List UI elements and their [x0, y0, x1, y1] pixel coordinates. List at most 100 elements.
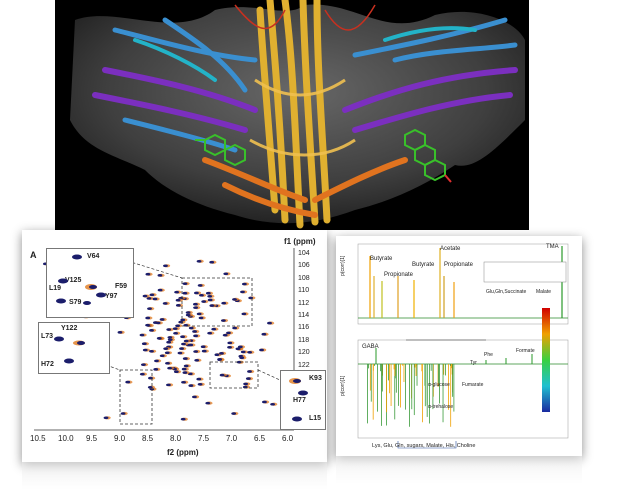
- label-fumarate: Fumarate: [462, 382, 484, 388]
- x-tick-label: 6.0: [282, 434, 294, 443]
- peak-label: Y122: [61, 325, 78, 332]
- inset-right: K93 H77 L15: [280, 370, 326, 430]
- spectrum-peak: [209, 304, 215, 307]
- spectrum-peak: [155, 321, 161, 325]
- spectrum-peak: [157, 274, 163, 277]
- spectrum-peak: [201, 300, 207, 303]
- ligand-left: [195, 133, 246, 167]
- peak-label: Y97: [105, 293, 118, 300]
- spectrum-peak: [201, 349, 207, 353]
- bottom-caption: Lys, Glu, Gln, sugars, Malate, His, Chol…: [372, 443, 476, 449]
- peak-label: L15: [309, 415, 322, 422]
- y-tick-label: 120: [298, 349, 310, 357]
- spectrum-peak: [207, 294, 213, 298]
- spectrum-peak: [181, 342, 186, 346]
- spectrum-peak: [167, 336, 173, 339]
- central-beta-strands: [256, 0, 331, 229]
- hsqc-spectrum-panel: A f1 (ppm) f2 (ppm) 10.5 10.0 9.5 9.0 8.5 8.0…: [22, 230, 327, 462]
- spectrum-peak: [173, 331, 178, 335]
- x-tick-label: 10.5: [30, 434, 46, 443]
- x-tick-label: 10.0: [58, 434, 74, 443]
- spectrum-peak: [125, 380, 131, 384]
- label-phe: Phe: [484, 352, 493, 358]
- peak-label: V64: [87, 253, 100, 260]
- spectrum-peak: [153, 368, 159, 371]
- spectrum-peak: [196, 312, 202, 316]
- x-axis-label: f2 (ppm): [167, 448, 199, 457]
- spectrum-peak: [156, 336, 162, 340]
- spectrum-peak: [247, 370, 252, 373]
- zoom-box-right: [209, 361, 259, 389]
- spectrum-peak: [183, 364, 189, 368]
- y-tick-label: 106: [298, 262, 310, 270]
- spectrum-peak: [157, 288, 163, 292]
- zoom-box-middle: [119, 369, 153, 425]
- spectrum-peak: [188, 326, 194, 330]
- peak-label: S79: [69, 299, 82, 306]
- label-butyrate-1: Butyrate: [370, 256, 393, 262]
- spectrum-peak: [182, 282, 188, 285]
- spectrum-peak: [172, 327, 178, 330]
- y-tick-label: 108: [298, 274, 310, 282]
- peak-label: F59: [115, 283, 128, 290]
- spectrum-peak: [162, 302, 168, 305]
- purple-strands: [92, 67, 518, 133]
- spectrum-peak: [193, 334, 198, 338]
- spectrum-peak: [145, 316, 151, 320]
- spectrum-peak: [139, 333, 145, 337]
- spectrum-peak: [217, 358, 223, 361]
- spectrum-peak: [193, 306, 198, 309]
- spectrum-peak: [165, 361, 170, 365]
- label-alpha-trehalose: α-trehalose: [428, 404, 454, 410]
- spectrum-peak: [241, 282, 247, 286]
- spectrum-peak: [141, 342, 147, 346]
- label-malate: Malate: [536, 289, 552, 295]
- spectrum-peak: [245, 377, 251, 380]
- spectrum-peak: [177, 351, 183, 355]
- spectrum-plot: [34, 248, 295, 431]
- spectrum-peak: [166, 328, 172, 331]
- y-tick-label: 114: [298, 312, 310, 319]
- spectrum-peak: [207, 331, 213, 335]
- spectrum-peak: [214, 353, 220, 356]
- label-propionate-2: Propionate: [444, 262, 474, 268]
- spectrum-peak: [197, 383, 203, 386]
- spectrum-peak: [185, 313, 191, 317]
- spectrum-peak: [222, 333, 228, 337]
- spectrum-peak: [205, 401, 211, 405]
- spectrum-peak: [147, 307, 152, 310]
- spectrum-peak: [219, 352, 224, 355]
- spectrum-peak: [247, 350, 253, 354]
- spectrum-peak: [235, 347, 241, 351]
- spectrum-peak: [149, 293, 155, 297]
- panel-letter: A: [30, 250, 37, 260]
- zoom-box-top: [181, 277, 253, 327]
- spectrum-peak: [236, 360, 242, 364]
- protein-structure-image: [55, 0, 529, 230]
- spectrum-peak: [182, 291, 188, 295]
- colorbar: [542, 308, 550, 412]
- peak-label: H72: [41, 361, 54, 368]
- spectrum-peak: [182, 357, 188, 360]
- spectrum-peak: [149, 350, 154, 353]
- spectrum-peak: [232, 326, 238, 330]
- spectrum-peak: [192, 330, 197, 333]
- y-tick-label: 110: [298, 287, 310, 295]
- spectrum-peak: [181, 380, 186, 384]
- spectrum-peak: [188, 384, 194, 387]
- spectrum-peak: [243, 382, 249, 386]
- spectrum-peak: [181, 367, 187, 371]
- spectrum-peak: [142, 348, 148, 352]
- spectrum-peak: [200, 345, 206, 349]
- x-tick-label: 9.0: [114, 434, 126, 443]
- spectrum-peak: [185, 311, 191, 314]
- x-tick-label: 8.5: [142, 434, 154, 443]
- spectrum-peak: [175, 298, 181, 302]
- spectrum-peak: [120, 412, 126, 415]
- x-tick-label: 6.5: [254, 434, 266, 443]
- spectrum-peak: [117, 331, 123, 334]
- spectrum-peak: [152, 297, 158, 301]
- peak-label: L19: [49, 285, 62, 292]
- x-tick-label: 8.0: [170, 434, 182, 443]
- y-tick-label: 116: [298, 324, 310, 332]
